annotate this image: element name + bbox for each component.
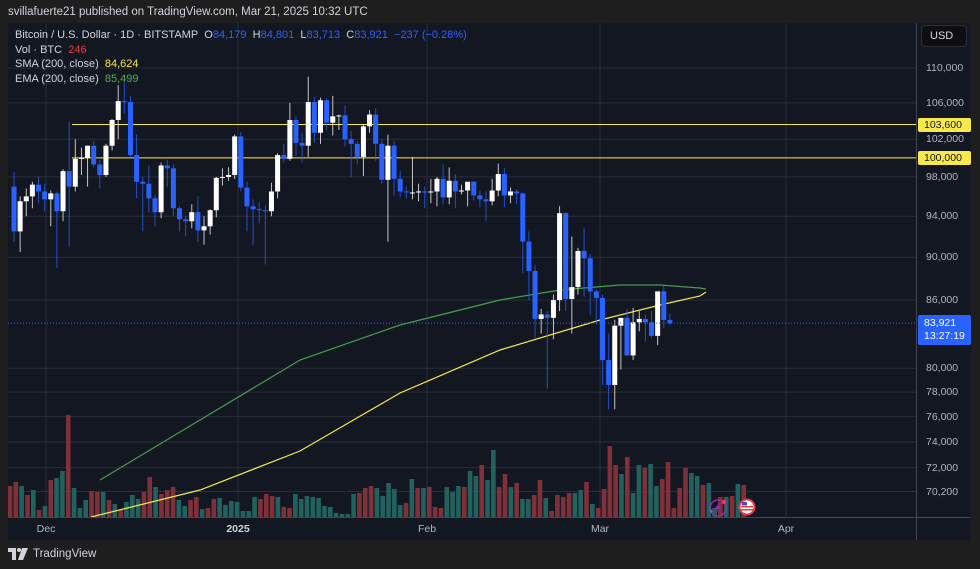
close-value: 83,921 (354, 29, 388, 41)
volume-value: 246 (68, 43, 87, 56)
price-tick-label: 90,000 (926, 251, 959, 264)
price-tick-label: 94,000 (926, 210, 959, 223)
ema-value: 85,499 (104, 72, 139, 85)
price-tick-label: 106,000 (926, 96, 964, 109)
us-flag-event-icon[interactable] (737, 497, 757, 517)
tradingview-logo[interactable]: TradingView (8, 548, 96, 560)
sma-value: 84,624 (104, 58, 139, 70)
price-axis[interactable]: USD 110,000 106,000 102,000 98,000 94,000 90,… (916, 23, 971, 517)
price-tick-label: 70,200 (926, 485, 959, 498)
time-axis[interactable]: Dec 2025 Feb Mar Apr (8, 517, 971, 540)
candlestick-chart[interactable] (8, 23, 916, 517)
horizontal-line-price-badge[interactable]: 100,000 (918, 150, 971, 165)
low-value: 83,713 (306, 29, 341, 41)
time-tick-label: 2025 (226, 523, 250, 535)
chart-frame[interactable]: Bitcoin / U.S. Dollar · 1D · BITSTAMP O8… (8, 23, 971, 540)
lightning-event-icon[interactable] (706, 497, 728, 519)
time-tick-label: Mar (590, 523, 610, 535)
legend-sma-row[interactable]: SMA (200, close) 84,624 (15, 58, 139, 70)
price-tick-label: 76,000 (926, 410, 959, 423)
high-value: 84,801 (260, 29, 295, 41)
legend-symbol-row: Bitcoin / U.S. Dollar · 1D · BITSTAMP O8… (15, 29, 467, 41)
chart-legend: Bitcoin / U.S. Dollar · 1D · BITSTAMP O8… (15, 28, 467, 86)
price-tick-label: 98,000 (926, 170, 959, 183)
time-tick-label: Feb (417, 523, 437, 535)
price-tick-label: 110,000 (926, 62, 964, 74)
open-value: 84,179 (212, 29, 247, 41)
price-tick-label: 86,000 (926, 294, 959, 307)
attribution-text: svillafuerte21 published on TradingView.… (8, 6, 368, 18)
legend-ema-row[interactable]: EMA (200, close) 85,499 (15, 72, 139, 85)
axis-corner (916, 518, 917, 540)
last-price-badge: 83,921 13:27:19 (918, 315, 971, 346)
price-tick-label: 78,000 (926, 386, 959, 399)
symbol-name[interactable]: Bitcoin / U.S. Dollar · 1D · BITSTAMP (15, 29, 199, 41)
horizontal-line-price-badge[interactable]: 103,600 (918, 117, 971, 132)
price-plot[interactable]: Bitcoin / U.S. Dollar · 1D · BITSTAMP O8… (8, 23, 916, 517)
price-tick-label: 80,000 (926, 362, 959, 375)
tradingview-logo-icon (8, 548, 28, 560)
time-tick-label: Dec (36, 523, 56, 535)
legend-volume-row[interactable]: Vol · BTC 246 (15, 43, 87, 56)
change-value: −237 (−0.28%) (394, 29, 467, 41)
price-tick-label: 102,000 (926, 133, 964, 146)
price-tick-label: 74,000 (926, 435, 959, 448)
time-tick-label: Apr (777, 523, 795, 535)
currency-button[interactable]: USD (921, 25, 967, 47)
brand-name: TradingView (33, 548, 97, 560)
price-tick-label: 72,000 (926, 461, 959, 474)
